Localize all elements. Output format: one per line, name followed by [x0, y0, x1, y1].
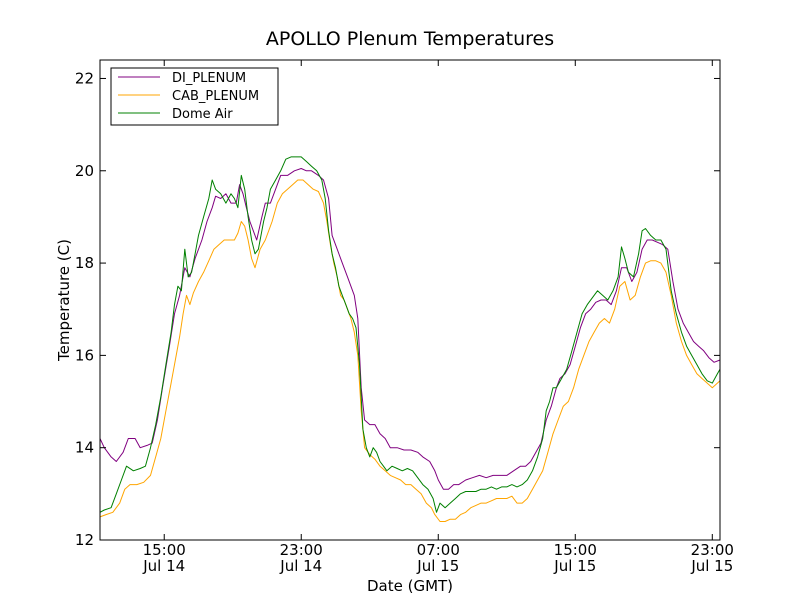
- y-axis-label: Temperature (C): [55, 239, 73, 362]
- series-group: [99, 156, 721, 522]
- x-tick-label-date: Jul 14: [142, 557, 185, 575]
- x-tick-label-time: 23:00: [691, 541, 734, 559]
- y-tick-label: 18: [75, 254, 94, 272]
- y-tick-label: 16: [75, 346, 94, 364]
- x-tick-label-time: 07:00: [417, 541, 460, 559]
- y-tick-label: 14: [75, 439, 94, 457]
- x-tick-label-date: Jul 15: [416, 557, 459, 575]
- plot-frame: [99, 59, 721, 541]
- series-line-cab-plenum: [99, 179, 721, 522]
- x-axis-label: Date (GMT): [367, 577, 453, 595]
- x-tick-label-time: 23:00: [280, 541, 323, 559]
- series-line-di-plenum: [99, 168, 721, 490]
- y-tick-label: 12: [75, 531, 94, 549]
- chart-title: APOLLO Plenum Temperatures: [266, 28, 554, 50]
- legend-label-dome-air: Dome Air: [172, 107, 233, 122]
- x-tick-label-date: Jul 14: [279, 557, 322, 575]
- legend: DI_PLENUM CAB_PLENUM Dome Air: [110, 67, 279, 126]
- x-tick-label-date: Jul 15: [690, 557, 733, 575]
- x-tick-label-date: Jul 15: [553, 557, 596, 575]
- legend-label-di-plenum: DI_PLENUM: [172, 71, 246, 86]
- x-tick-label-time: 15:00: [143, 541, 186, 559]
- x-tick-label-time: 15:00: [554, 541, 597, 559]
- legend-label-cab-plenum: CAB_PLENUM: [172, 89, 259, 104]
- y-tick-label: 22: [75, 69, 94, 87]
- series-line-dome-air: [99, 156, 721, 513]
- y-tick-label: 20: [75, 162, 94, 180]
